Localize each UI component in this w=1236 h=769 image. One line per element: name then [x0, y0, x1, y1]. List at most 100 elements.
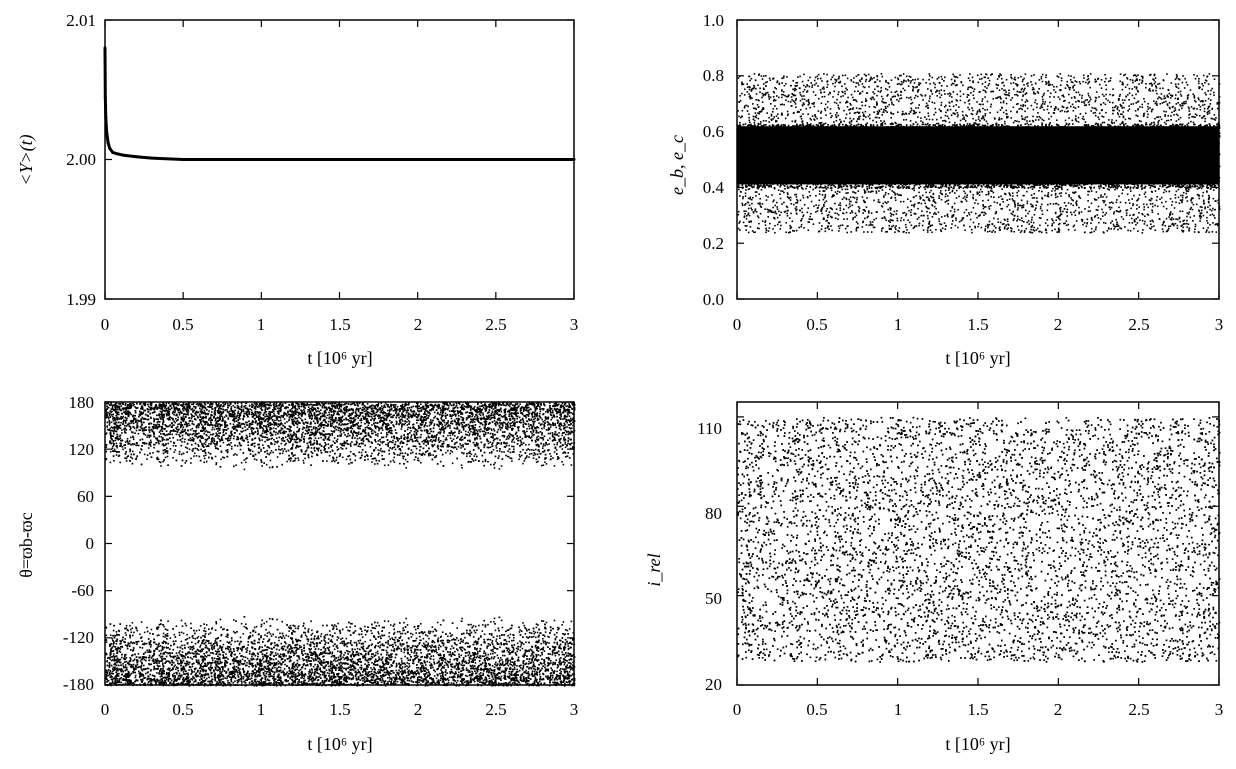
p1-point [762, 87, 765, 90]
p1-point [768, 209, 770, 211]
p1-point [1198, 231, 1200, 234]
p1-point [774, 211, 776, 214]
p1-point [1001, 198, 1003, 200]
p1-point [765, 92, 767, 94]
p1-point [1008, 94, 1010, 97]
p1-point [749, 198, 752, 200]
p1-point [753, 184, 756, 186]
p1-point [820, 117, 822, 119]
p1-point [1026, 100, 1029, 103]
p1-point [1177, 87, 1180, 90]
p1-point [1100, 186, 1102, 188]
p1-point [744, 204, 746, 206]
p1-point [1044, 194, 1046, 197]
p1-point [946, 200, 948, 202]
p1-point [1075, 115, 1077, 117]
p1-point [891, 225, 893, 228]
p1-point [955, 76, 957, 78]
p1-point [749, 79, 751, 82]
p1-point [1031, 188, 1034, 190]
p1-point [876, 187, 878, 190]
p1-point [748, 116, 750, 119]
p1-point [868, 224, 870, 227]
p1-point [1201, 117, 1203, 119]
p1-point [770, 186, 773, 188]
p1-point [1181, 224, 1183, 227]
p1-point [1027, 212, 1029, 215]
p1-point [1128, 105, 1130, 107]
p1-point [1054, 189, 1056, 192]
p1-point [940, 190, 942, 192]
p1-point [1100, 196, 1102, 198]
p1-point [769, 209, 772, 212]
p1-point [1213, 114, 1216, 116]
p1-point [766, 112, 768, 114]
p1-point [968, 99, 971, 101]
p1-point [817, 124, 819, 126]
p1-point [814, 94, 817, 96]
p1-point [1169, 198, 1172, 200]
p1-point [1014, 79, 1017, 81]
p1-point [1003, 93, 1006, 96]
p1-point [844, 90, 846, 93]
p1-point [915, 86, 917, 89]
p1-point [977, 192, 980, 195]
p1-point [1035, 204, 1037, 207]
p1-point [816, 75, 819, 78]
p1-point [818, 222, 821, 224]
p1-point [776, 216, 779, 219]
p1-point [928, 207, 930, 210]
p1-point [1154, 190, 1157, 192]
p1-point [876, 113, 879, 116]
p1-point [1022, 105, 1024, 108]
p1-point [780, 224, 782, 227]
p1-point [761, 220, 764, 222]
p1-point [896, 217, 899, 220]
p1-point [824, 122, 827, 125]
p1-point [962, 217, 965, 219]
p1-point [894, 192, 896, 194]
p1-point [1124, 123, 1127, 125]
p1-point [1146, 213, 1149, 216]
p1-point [1010, 110, 1012, 113]
p1-point [815, 124, 818, 126]
p1-point [856, 196, 858, 199]
p1-point [977, 225, 979, 228]
p1-point [922, 220, 924, 222]
p1-point [931, 196, 933, 199]
p1-point [964, 198, 967, 201]
p1-point [1046, 82, 1048, 84]
p1-point [910, 107, 913, 110]
p1-point [1055, 85, 1058, 88]
p1-point [1058, 217, 1060, 220]
p1-point [974, 202, 976, 204]
p1-point [938, 187, 941, 189]
p1-point [1193, 96, 1195, 98]
p1-point [861, 77, 863, 79]
p1-point [753, 122, 756, 124]
p1-point [935, 207, 937, 210]
p1-point [969, 73, 971, 75]
p1-point [1086, 222, 1088, 225]
p1-point [876, 116, 878, 119]
p1-point [765, 120, 767, 122]
p1-point [902, 212, 904, 214]
p1-point [1025, 227, 1027, 230]
p1-point [1086, 99, 1088, 101]
p1-point [1192, 116, 1195, 118]
p1-point [809, 117, 812, 120]
p1-point [802, 194, 804, 197]
p1-point [1171, 106, 1174, 109]
p1-point [1131, 198, 1133, 200]
p1-point [1071, 213, 1073, 216]
p1-point [1213, 214, 1215, 217]
p1-point [779, 221, 781, 223]
p1-point [940, 223, 943, 226]
p1-point [1212, 197, 1215, 200]
p1-point [894, 231, 896, 233]
p1-point [1004, 193, 1007, 196]
p1-point [909, 81, 912, 84]
p1-point [1178, 216, 1181, 219]
p1-point [873, 111, 875, 113]
p1-point [1000, 101, 1002, 104]
